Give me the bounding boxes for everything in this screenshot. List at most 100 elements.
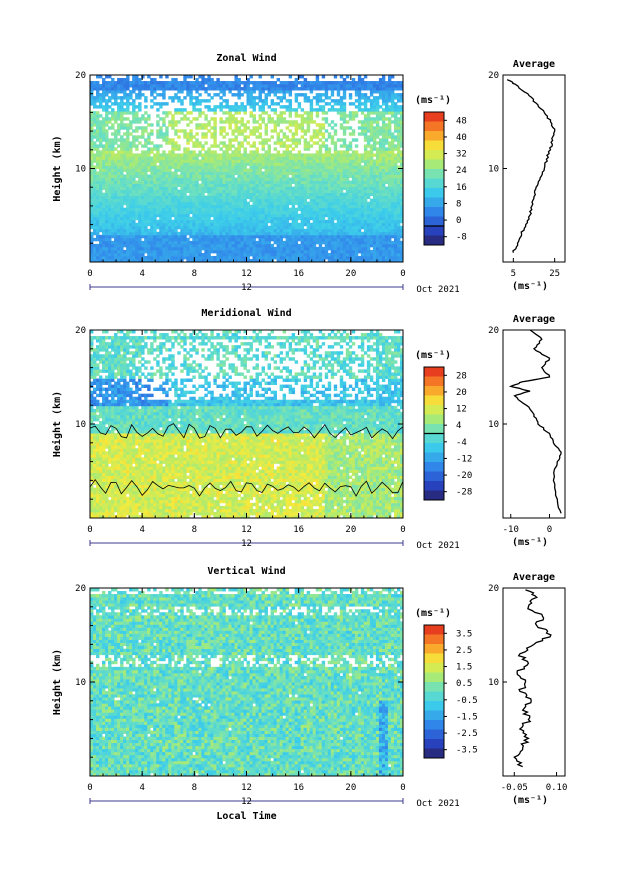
heatmap-cell [253, 250, 256, 253]
heatmap-cell [346, 220, 349, 223]
heatmap-cell [147, 229, 150, 232]
heatmap-cell [259, 117, 262, 120]
heatmap-cell [319, 126, 322, 129]
heatmap-cell [159, 214, 162, 217]
heatmap-cell [105, 244, 108, 247]
heatmap-cell [259, 135, 262, 138]
heatmap-cell [177, 135, 180, 138]
heatmap-cell [222, 256, 225, 259]
heatmap-cell [204, 208, 207, 211]
heatmap-cell [331, 235, 334, 238]
heatmap-cell [379, 247, 382, 250]
heatmap-cell [286, 247, 289, 250]
heatmap-cell [102, 256, 105, 259]
heatmap-cell [213, 132, 216, 135]
heatmap-cell [189, 208, 192, 211]
heatmap-cell [373, 120, 376, 123]
heatmap-cell [216, 211, 219, 214]
heatmap-cell [376, 256, 379, 259]
heatmap-cell [168, 181, 171, 184]
heatmap-cell [114, 90, 117, 93]
heatmap-cell [367, 244, 370, 247]
heatmap-cell [93, 229, 96, 232]
heatmap-cell [367, 226, 370, 229]
heatmap-cell [105, 247, 108, 250]
heatmap-cell [355, 175, 358, 178]
heatmap-cell [283, 153, 286, 156]
heatmap-cell [228, 90, 231, 93]
heatmap-cell [271, 129, 274, 132]
heatmap-cell [385, 223, 388, 226]
heatmap-cell [376, 102, 379, 105]
heatmap-cell [289, 199, 292, 202]
heatmap-cell [138, 238, 141, 241]
heatmap-cell [340, 108, 343, 111]
heatmap-cell [298, 169, 301, 172]
heatmap-cell [105, 223, 108, 226]
heatmap-cell [123, 199, 126, 202]
heatmap-cell [93, 244, 96, 247]
heatmap-cell [114, 205, 117, 208]
heatmap-cell [325, 96, 328, 99]
heatmap-cell [367, 250, 370, 253]
heatmap-cell [295, 238, 298, 241]
heatmap-cell [352, 181, 355, 184]
heatmap-cell [376, 175, 379, 178]
heatmap-cell [250, 214, 253, 217]
heatmap-cell [394, 247, 397, 250]
heatmap-cell [222, 105, 225, 108]
heatmap-cell [247, 169, 250, 172]
heatmap-cell [349, 156, 352, 159]
heatmap-cell [213, 87, 216, 90]
heatmap-cell [132, 165, 135, 168]
heatmap-cell [108, 117, 111, 120]
heatmap-cell [90, 123, 93, 126]
heatmap-cell [253, 226, 256, 229]
heatmap-cell [265, 214, 268, 217]
heatmap-cell [153, 223, 156, 226]
heatmap-cell [117, 181, 120, 184]
heatmap-cell [340, 114, 343, 117]
heatmap-cell [352, 150, 355, 153]
heatmap-cell [240, 208, 243, 211]
heatmap-cell [370, 226, 373, 229]
heatmap-cell [120, 150, 123, 153]
heatmap-cell [162, 184, 165, 187]
heatmap-cell [213, 111, 216, 114]
heatmap-cell [319, 172, 322, 175]
heatmap-cell [283, 208, 286, 211]
heatmap-cell [99, 217, 102, 220]
heatmap-cell [213, 223, 216, 226]
heatmap-cell [391, 199, 394, 202]
heatmap-cell [93, 169, 96, 172]
heatmap-cell [322, 226, 325, 229]
heatmap-cell [192, 135, 195, 138]
heatmap-cell [177, 178, 180, 181]
heatmap-cell [135, 214, 138, 217]
heatmap-cell [192, 169, 195, 172]
heatmap-cell [322, 162, 325, 165]
heatmap-cell [391, 181, 394, 184]
heatmap-cell [183, 247, 186, 250]
heatmap-cell [340, 159, 343, 162]
heatmap-cell [373, 235, 376, 238]
heatmap-cell [295, 132, 298, 135]
heatmap-cell [259, 93, 262, 96]
heatmap-cell [355, 144, 358, 147]
heatmap-cell [397, 250, 400, 253]
heatmap-cell [195, 169, 198, 172]
heatmap-cell [135, 159, 138, 162]
heatmap-cell [162, 232, 165, 235]
heatmap-cell [304, 256, 307, 259]
heatmap-cell [280, 178, 283, 181]
heatmap-cell [141, 211, 144, 214]
heatmap-cell [262, 105, 265, 108]
heatmap-cell [325, 169, 328, 172]
heatmap-cell [328, 175, 331, 178]
heatmap-cell [210, 162, 213, 165]
heatmap-cell [150, 253, 153, 256]
heatmap-cell [177, 87, 180, 90]
heatmap-cell [376, 120, 379, 123]
heatmap-cell [394, 229, 397, 232]
heatmap-cell [352, 223, 355, 226]
